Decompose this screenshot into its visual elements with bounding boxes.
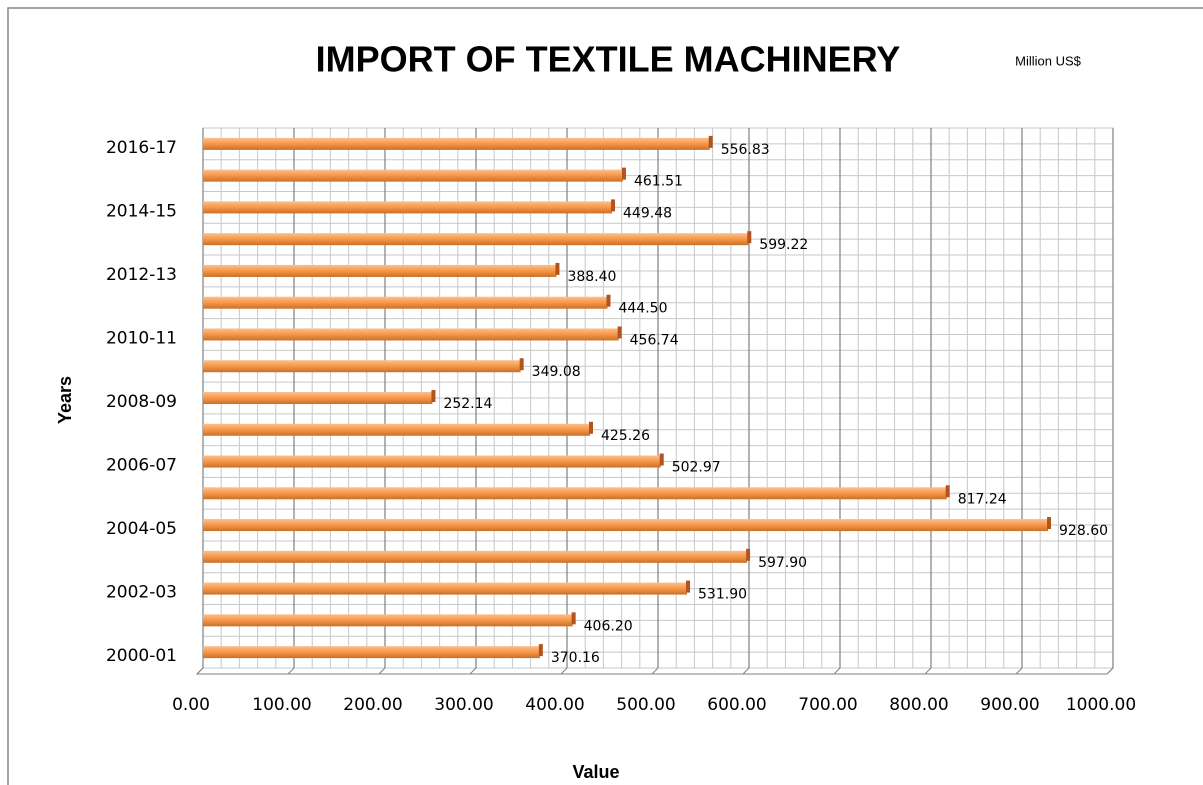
bar-end [606, 294, 611, 307]
x-tick-label: 900.00 [980, 695, 1039, 715]
bar-end [945, 485, 950, 498]
tick-mark [742, 667, 750, 675]
x-axis-label: Value [572, 762, 619, 782]
tick-mark [924, 667, 932, 675]
bar-end [659, 453, 664, 466]
chart-border [7, 7, 1203, 785]
tick-mark [378, 667, 386, 675]
bar [203, 169, 623, 182]
chart-title: IMPORT OF TEXTILE MACHINERY [316, 39, 901, 80]
x-tick-label: 800.00 [889, 695, 948, 715]
tick-mark [287, 667, 295, 675]
bar [203, 582, 688, 595]
bar-end [555, 262, 560, 275]
bar-end [431, 390, 436, 402]
bar [203, 550, 748, 563]
value-label: 461.51 [634, 174, 683, 190]
x-tick-label: 100.00 [252, 695, 311, 715]
x-tick-label: 200.00 [343, 695, 402, 715]
bar-end [519, 358, 524, 371]
bar-end [617, 326, 622, 339]
bar-end [571, 612, 576, 625]
bar-end [686, 580, 691, 593]
y-tick-label: 2004-05 [106, 519, 177, 539]
value-label: 556.83 [721, 142, 770, 158]
bar [203, 233, 749, 246]
bar [203, 296, 608, 309]
value-label: 449.48 [623, 205, 672, 221]
y-tick-label: 2010-11 [106, 328, 177, 348]
value-label: 817.24 [958, 491, 1007, 507]
tick-mark [651, 667, 659, 675]
bar [203, 423, 590, 436]
y-tick-label: 2016-17 [106, 138, 177, 158]
bar-end [746, 548, 751, 561]
value-label: 599.22 [759, 237, 808, 253]
y-tick-label: 2012-13 [106, 265, 177, 285]
y-tick-label: 2006-07 [106, 456, 177, 476]
bar [203, 614, 573, 627]
bar [203, 455, 661, 468]
value-label: 349.08 [532, 364, 581, 380]
value-label: 425.26 [601, 428, 650, 444]
y-tick-label: 2002-03 [106, 583, 177, 603]
value-label: 502.97 [672, 460, 721, 476]
value-label: 531.90 [698, 587, 747, 603]
bar [203, 264, 557, 277]
bar-end [588, 421, 593, 434]
floor-edge [195, 667, 1114, 675]
value-label: 597.90 [758, 555, 807, 571]
bar-end [621, 167, 626, 180]
y-tick-label: 2008-09 [106, 392, 177, 412]
value-label: 928.60 [1059, 523, 1108, 539]
value-label: 444.50 [618, 301, 667, 317]
bar [203, 519, 1049, 532]
y-axis-label: Years [55, 376, 75, 424]
bar [203, 392, 433, 404]
bar-end [747, 231, 752, 244]
bar-end [708, 135, 713, 148]
tick-mark [469, 667, 477, 675]
value-label: 252.14 [443, 396, 492, 412]
y-tick-label: 2000-01 [106, 646, 177, 666]
bar [203, 360, 521, 373]
x-tick-label: 600.00 [707, 695, 766, 715]
value-label: 406.20 [584, 618, 633, 634]
x-tick-label: 1000.00 [1066, 695, 1136, 715]
x-tick-label: 400.00 [525, 695, 584, 715]
bar [203, 201, 613, 214]
bar-end [611, 199, 616, 212]
bar-end [538, 644, 543, 657]
value-label: 388.40 [567, 269, 616, 285]
x-tick-label: 700.00 [798, 695, 857, 715]
bar [203, 487, 947, 500]
x-tick-label: 500.00 [616, 695, 675, 715]
unit-note: Million US$ [1015, 53, 1082, 68]
bar [203, 646, 540, 659]
value-label: 370.16 [551, 650, 600, 666]
x-tick-label: 0.00 [172, 695, 210, 715]
y-tick-label: 2014-15 [106, 201, 177, 221]
tick-mark [1015, 667, 1023, 675]
x-tick-label: 300.00 [434, 695, 493, 715]
tick-mark [833, 667, 841, 675]
value-label: 456.74 [630, 332, 679, 348]
bar [203, 328, 619, 341]
tick-mark [560, 667, 568, 675]
bar-end [1047, 517, 1052, 530]
bar [203, 137, 710, 150]
